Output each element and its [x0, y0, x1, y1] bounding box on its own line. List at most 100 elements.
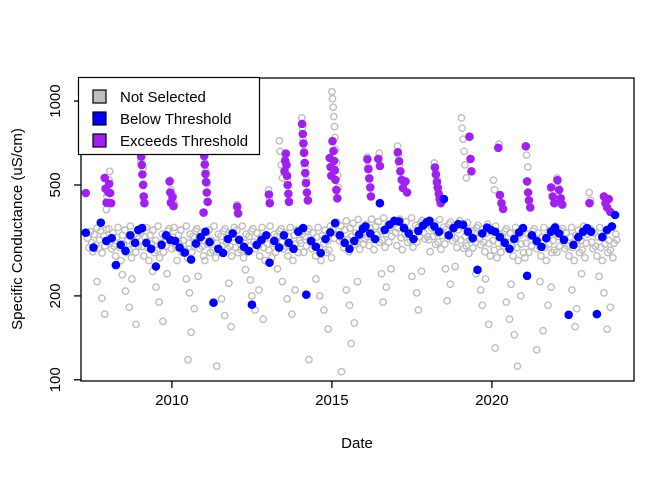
point-not-selected	[104, 224, 113, 233]
point-not-selected	[547, 283, 555, 291]
point-not-selected	[327, 87, 336, 96]
point-exceeds-threshold	[498, 204, 508, 214]
point-below-threshold	[495, 232, 505, 242]
point-not-selected	[453, 243, 461, 252]
point-not-selected	[117, 256, 125, 265]
point-not-selected	[398, 245, 407, 254]
point-below-threshold	[542, 233, 551, 243]
point-exceeds-threshold	[366, 192, 376, 201]
point-not-selected	[158, 317, 167, 326]
point-not-selected	[603, 325, 611, 333]
point-not-selected	[273, 264, 282, 273]
point-not-selected	[451, 262, 459, 271]
point-not-selected	[490, 246, 498, 255]
point-below-threshold	[500, 238, 510, 248]
point-not-selected	[350, 318, 359, 327]
point-below-threshold	[284, 238, 294, 248]
point-not-selected	[353, 277, 362, 286]
point-below-threshold	[130, 238, 140, 248]
point-below-threshold	[157, 240, 166, 250]
point-below-threshold	[361, 222, 370, 231]
point-exceeds-threshold	[526, 203, 535, 212]
point-not-selected	[93, 277, 101, 286]
point-not-selected	[182, 222, 191, 231]
point-not-selected	[255, 252, 264, 260]
point-not-selected	[105, 167, 114, 176]
point-not-selected	[591, 242, 600, 251]
point-not-selected	[120, 226, 129, 235]
point-not-selected	[199, 252, 208, 260]
point-not-selected	[155, 253, 164, 262]
point-not-selected	[519, 248, 528, 257]
point-below-threshold	[340, 238, 350, 248]
point-below-threshold	[607, 222, 617, 231]
point-not-selected	[299, 248, 308, 257]
point-exceeds-threshold	[203, 197, 212, 207]
x-tick-label: 2020	[475, 392, 508, 409]
point-not-selected	[210, 222, 219, 231]
point-not-selected	[484, 320, 493, 329]
series-below-threshold	[81, 194, 620, 320]
point-not-selected	[513, 362, 522, 370]
point-exceeds-threshold	[558, 200, 567, 209]
point-below-threshold	[265, 258, 274, 268]
point-not-selected	[458, 124, 466, 133]
point-exceeds-threshold	[165, 177, 174, 186]
point-exceeds-threshold	[301, 168, 310, 178]
point-below-threshold	[326, 228, 335, 237]
y-axis-title: Specific Conductance (uS/cm)	[9, 128, 26, 330]
point-not-selected	[121, 287, 130, 295]
point-exceeds-threshold	[200, 160, 210, 169]
point-exceeds-threshold	[201, 169, 210, 179]
point-exceeds-threshold	[298, 129, 308, 139]
point-not-selected	[200, 256, 209, 265]
point-below-threshold	[532, 236, 541, 246]
point-not-selected	[221, 224, 229, 233]
point-exceeds-threshold	[430, 163, 440, 172]
x-tick-label: 2010	[155, 392, 188, 409]
point-not-selected	[151, 283, 160, 291]
point-not-selected	[392, 241, 401, 250]
point-not-selected	[517, 240, 525, 248]
point-below-threshold	[375, 198, 385, 208]
point-exceeds-threshold	[523, 188, 533, 197]
point-below-threshold	[610, 210, 620, 220]
point-not-selected	[387, 264, 395, 273]
point-not-selected	[211, 253, 220, 262]
point-exceeds-threshold	[494, 143, 503, 153]
point-not-selected	[126, 222, 135, 231]
point-not-selected	[462, 242, 471, 250]
point-not-selected	[241, 265, 250, 274]
point-not-selected	[457, 114, 466, 122]
point-not-selected	[365, 241, 373, 250]
point-below-threshold	[111, 260, 121, 270]
point-not-selected	[542, 256, 551, 265]
point-exceeds-threshold	[138, 170, 147, 179]
point-exceeds-threshold	[299, 148, 309, 158]
point-exceeds-threshold	[375, 161, 385, 171]
point-not-selected	[434, 238, 442, 247]
point-exceeds-threshold	[329, 156, 339, 166]
point-exceeds-threshold	[201, 177, 211, 187]
point-not-selected	[337, 367, 346, 376]
point-not-selected	[159, 248, 168, 257]
point-below-threshold	[350, 236, 359, 246]
point-exceeds-threshold	[467, 167, 476, 176]
point-exceeds-threshold	[546, 183, 556, 192]
point-not-selected	[118, 270, 127, 279]
point-not-selected	[505, 315, 514, 324]
point-not-selected	[443, 296, 451, 305]
point-exceeds-threshold	[297, 119, 307, 129]
point-not-selected	[462, 173, 471, 182]
point-not-selected	[264, 246, 273, 255]
point-below-threshold	[478, 229, 487, 238]
series-exceeds-threshold	[81, 119, 615, 218]
point-not-selected	[283, 252, 292, 260]
point-not-selected	[258, 223, 266, 232]
point-below-threshold	[505, 244, 514, 254]
point-not-selected	[601, 240, 609, 248]
point-below-threshold	[126, 231, 135, 240]
point-not-selected	[414, 306, 423, 314]
point-below-threshold	[425, 216, 434, 226]
point-not-selected	[379, 298, 387, 306]
